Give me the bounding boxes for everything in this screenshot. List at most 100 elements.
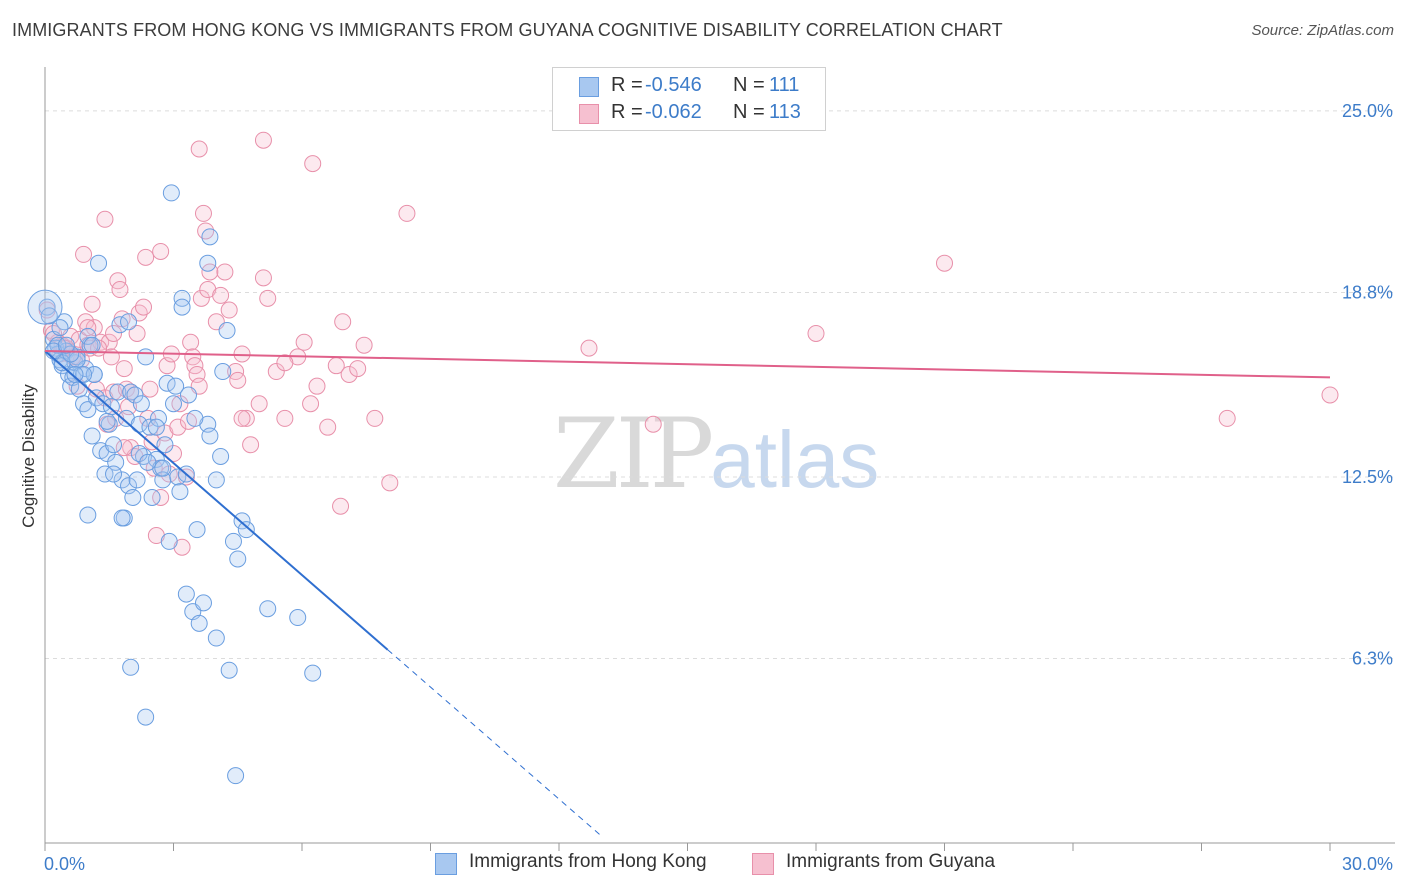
- data-point: [340, 365, 358, 383]
- data-point: [75, 245, 93, 263]
- data-point: [295, 333, 313, 351]
- data-point: [66, 365, 84, 383]
- data-point: [194, 204, 212, 222]
- data-point: [334, 313, 352, 331]
- data-point: [233, 512, 251, 530]
- data-point: [98, 445, 116, 463]
- data-point: [160, 532, 178, 550]
- data-point: [137, 248, 155, 266]
- data-point: [109, 383, 127, 401]
- data-point: [128, 324, 146, 342]
- data-point: [179, 386, 197, 404]
- data-point: [302, 395, 320, 413]
- data-point: [220, 301, 238, 319]
- data-point: [171, 395, 189, 413]
- data-point: [207, 471, 225, 489]
- data-point: [182, 333, 200, 351]
- data-point: [128, 471, 146, 489]
- data-point: [201, 427, 219, 445]
- data-point: [227, 767, 245, 785]
- data-point: [115, 360, 133, 378]
- data-point: [96, 210, 114, 228]
- data-point: [141, 418, 159, 436]
- data-point: [250, 395, 268, 413]
- data-point: [192, 289, 210, 307]
- data-point: [229, 550, 247, 568]
- data-point: [126, 386, 144, 404]
- trend-lines: [44, 350, 1331, 837]
- data-point: [111, 281, 129, 299]
- data-point: [1321, 386, 1339, 404]
- data-point: [79, 327, 97, 345]
- data-point: [220, 661, 238, 679]
- data-point: [259, 600, 277, 618]
- data-point: [90, 254, 108, 272]
- axes: [44, 67, 1395, 851]
- data-point: [102, 398, 120, 416]
- data-point: [83, 295, 101, 313]
- y-tick-label: 18.8%: [1342, 282, 1393, 302]
- data-point: [154, 459, 172, 477]
- data-point: [644, 415, 662, 433]
- data-point: [188, 521, 206, 539]
- y-tick-label: 6.3%: [1352, 649, 1393, 669]
- chart-title: IMMIGRANTS FROM HONG KONG VS IMMIGRANTS …: [12, 20, 1003, 40]
- data-point: [79, 401, 97, 419]
- data-point: [100, 415, 118, 433]
- data-point: [381, 474, 399, 492]
- data-point: [254, 131, 272, 149]
- data-point: [83, 427, 101, 445]
- data-point: [139, 453, 157, 471]
- data-point: [57, 336, 75, 354]
- tick-labels: 6.3% 12.5% 18.8% 25.0% 0.0% 30.0%: [44, 101, 1393, 874]
- data-point: [276, 409, 294, 427]
- legend-n-value: 111: [769, 74, 800, 96]
- legend-r-label: R =: [611, 101, 643, 123]
- source-label: Source: ZipAtlas.com: [1251, 22, 1394, 39]
- data-point: [201, 228, 219, 246]
- data-point: [319, 418, 337, 436]
- data-point: [122, 658, 140, 676]
- data-point: [276, 354, 294, 372]
- data-point: [156, 436, 174, 454]
- data-point: [218, 322, 236, 340]
- data-point: [267, 363, 285, 381]
- data-point: [308, 377, 326, 395]
- data-point: [135, 298, 153, 316]
- data-point-cluster: [27, 289, 63, 325]
- data-point: [105, 324, 123, 342]
- hong-kong-points: [27, 184, 322, 785]
- data-point: [105, 465, 123, 483]
- y-tick-label: 12.5%: [1342, 467, 1393, 487]
- watermark-atlas: atlas: [710, 415, 880, 504]
- x-tick-label-min: 0.0%: [44, 854, 85, 874]
- data-point: [120, 313, 138, 331]
- series-swatch-hong-kong: [435, 853, 457, 875]
- data-point: [194, 594, 212, 612]
- data-point: [96, 465, 114, 483]
- data-point: [165, 445, 182, 463]
- data-point: [304, 155, 322, 173]
- legend-r-value: -0.546: [645, 74, 702, 96]
- data-point: [124, 488, 142, 506]
- data-point: [237, 521, 255, 539]
- data-point: [113, 471, 131, 489]
- data-point: [199, 254, 217, 272]
- data-point: [79, 319, 97, 337]
- data-point: [152, 488, 170, 506]
- data-point: [398, 204, 416, 222]
- data-point: [105, 383, 123, 401]
- data-point: [171, 483, 189, 501]
- data-point: [152, 242, 170, 260]
- data-point: [147, 418, 165, 436]
- series-label-hong-kong: Immigrants from Hong Kong: [469, 851, 707, 872]
- hong-kong-trend-extension: [387, 649, 603, 837]
- data-point: [53, 354, 71, 372]
- watermark-zip: ZIP: [553, 398, 714, 510]
- data-point: [113, 509, 131, 527]
- data-point: [62, 345, 80, 363]
- grid-lines: [45, 110, 1395, 660]
- data-point: [224, 532, 242, 550]
- data-point: [349, 360, 367, 378]
- data-point: [580, 339, 598, 357]
